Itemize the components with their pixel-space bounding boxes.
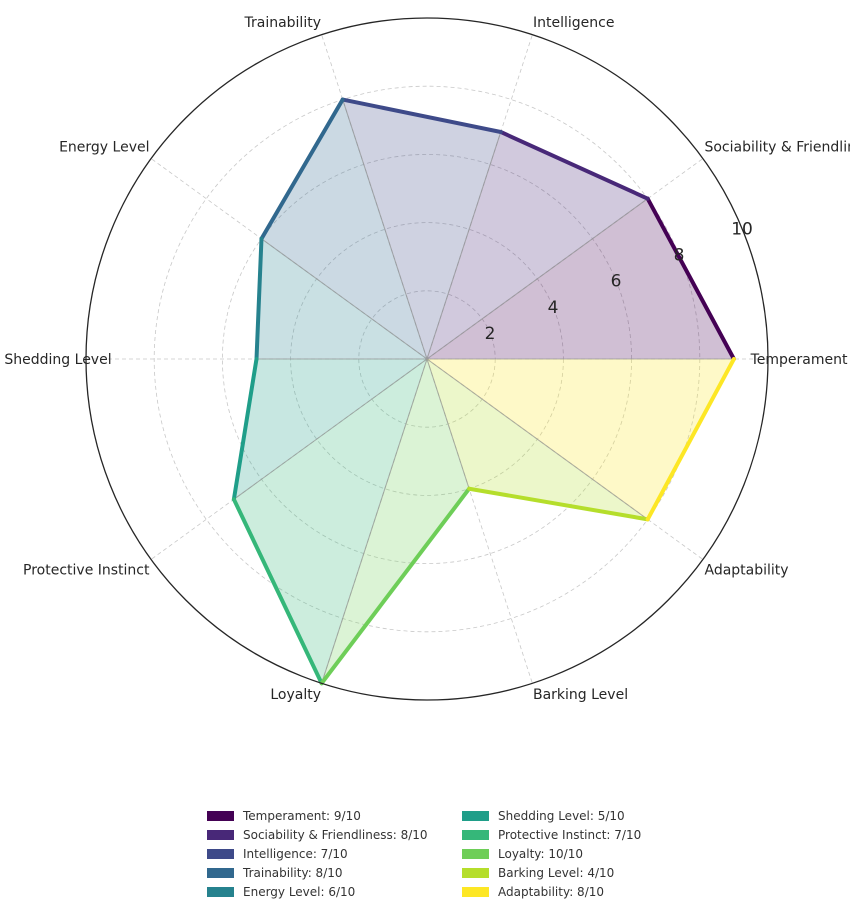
legend-swatch — [462, 848, 489, 859]
category-label: Sociability & Friendliness — [704, 139, 850, 155]
legend-swatch — [207, 810, 234, 821]
category-labels: Temperament Sociability & Friendliness Int… — [4, 15, 850, 703]
radial-tick-label: 10 — [731, 220, 753, 240]
legend-item: Temperament: 9/10 — [207, 806, 462, 825]
legend-swatch — [462, 810, 489, 821]
legend-swatch — [207, 848, 234, 859]
legend-label: Trainability: 8/10 — [243, 865, 343, 880]
legend-item: Adaptability: 8/10 — [462, 882, 677, 901]
category-label: Intelligence — [533, 15, 614, 31]
legend-item: Loyalty: 10/10 — [462, 844, 677, 863]
legend-item: Protective Instinct: 7/10 — [462, 825, 677, 844]
outer-ring — [85, 17, 769, 701]
series-edge-1 — [498, 129, 650, 201]
legend-item: Intelligence: 7/10 — [207, 844, 462, 863]
legend-swatch — [462, 829, 489, 840]
edge-layer — [231, 97, 736, 686]
legend-item: Trainability: 8/10 — [207, 863, 462, 882]
category-label: Protective Instinct — [23, 563, 150, 579]
legend-swatch — [462, 867, 489, 878]
category-label: Temperament — [750, 352, 848, 368]
series-edge-7 — [319, 486, 472, 686]
series-edge-8 — [467, 486, 650, 522]
legend-item: Shedding Level: 5/10 — [462, 806, 677, 825]
radial-tick-label: 2 — [485, 324, 496, 344]
series-edge-5 — [231, 357, 259, 502]
series-edge-0 — [645, 196, 736, 361]
category-label: Adaptability — [704, 563, 788, 579]
category-label: Trainability — [243, 15, 321, 31]
radar-chart: 2 4 6 8 10 Temperament Sociability & Friendli… — [4, 15, 850, 703]
legend-label: Shedding Level: 5/10 — [498, 808, 625, 823]
legend-label: Protective Instinct: 7/10 — [498, 827, 642, 842]
series-edge-2 — [340, 97, 503, 134]
legend-swatch — [207, 867, 234, 878]
category-label: Energy Level — [59, 139, 149, 155]
series-edge-6 — [231, 497, 324, 686]
legend-item: Sociability & Friendliness: 8/10 — [207, 825, 462, 844]
sector-layer — [233, 98, 735, 685]
legend-swatch — [462, 886, 489, 897]
category-label: Barking Level — [533, 687, 628, 703]
legend-swatch — [207, 886, 234, 897]
category-label: Shedding Level — [4, 352, 111, 368]
legend-item: Barking Level: 4/10 — [462, 863, 677, 882]
legend-item: Energy Level: 6/10 — [207, 882, 462, 901]
legend-swatch — [207, 829, 234, 840]
series-edge-4 — [254, 236, 264, 361]
legend-label: Temperament: 9/10 — [243, 808, 361, 823]
radial-tick-label: 6 — [611, 272, 622, 292]
legend-label: Barking Level: 4/10 — [498, 865, 615, 880]
legend-label: Sociability & Friendliness: 8/10 — [243, 827, 428, 842]
legend-label: Energy Level: 6/10 — [243, 884, 356, 899]
legend-label: Loyalty: 10/10 — [498, 846, 583, 861]
radial-tick-labels: 2 4 6 8 10 — [485, 220, 753, 344]
category-label: Loyalty — [270, 687, 321, 703]
series-edge-9 — [645, 357, 736, 522]
legend: Temperament: 9/10 Shedding Level: 5/10 Soc… — [207, 806, 677, 901]
radial-tick-label: 4 — [548, 298, 559, 318]
legend-label: Intelligence: 7/10 — [243, 846, 348, 861]
legend-label: Adaptability: 8/10 — [498, 884, 605, 899]
radial-tick-label: 8 — [674, 246, 685, 266]
series-edge-3 — [259, 97, 345, 241]
